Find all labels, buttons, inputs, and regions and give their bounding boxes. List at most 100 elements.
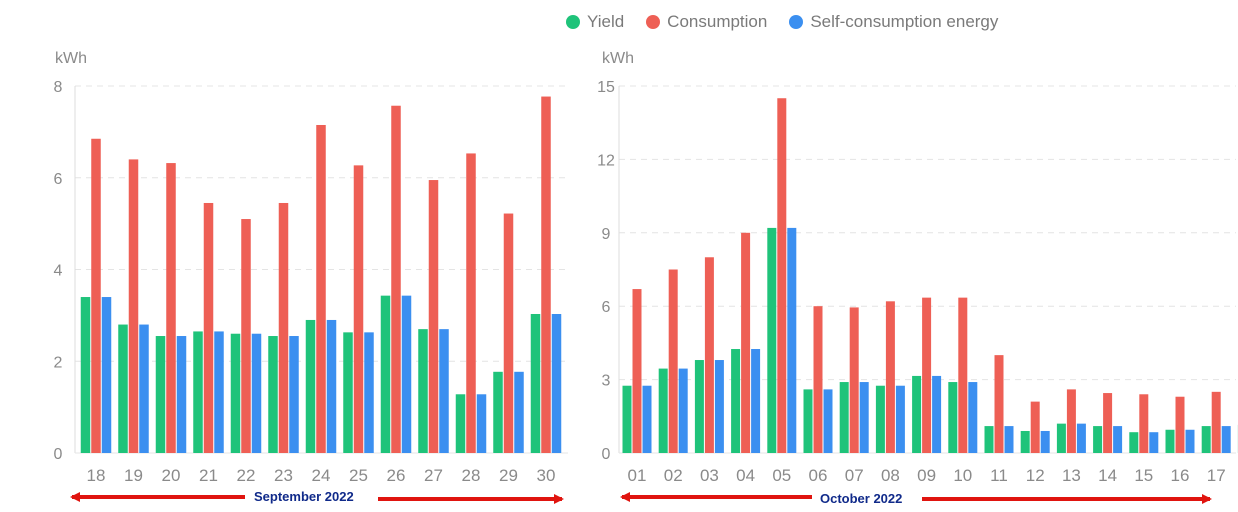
legend-item-consumption[interactable]: Consumption — [646, 12, 767, 32]
sep-bar-yield-23[interactable] — [268, 336, 278, 453]
x-tick-label: 10 — [953, 466, 972, 485]
oct-bar-self-consumption-08[interactable] — [895, 385, 905, 453]
oct-bar-yield-11[interactable] — [984, 426, 994, 453]
oct-bar-consumption-01[interactable] — [632, 289, 642, 453]
oct-bar-yield-14[interactable] — [1093, 426, 1103, 453]
oct-bar-self-consumption-11[interactable] — [1004, 426, 1014, 453]
sep-bar-self-consumption-24[interactable] — [326, 319, 337, 453]
sep-bar-self-consumption-18[interactable] — [101, 297, 112, 453]
sep-bar-consumption-27[interactable] — [428, 180, 439, 453]
oct-bar-self-consumption-02[interactable] — [678, 368, 688, 453]
sep-bar-consumption-26[interactable] — [391, 105, 401, 453]
sep-bar-self-consumption-30[interactable] — [551, 313, 562, 453]
oct-bar-consumption-08[interactable] — [885, 301, 895, 453]
oct-bar-consumption-03[interactable] — [704, 257, 714, 453]
sep-bar-self-consumption-19[interactable] — [139, 324, 149, 453]
x-tick-label: 23 — [274, 466, 293, 485]
y-tick-label: 6 — [602, 299, 611, 316]
sep-bar-yield-30[interactable] — [530, 313, 541, 453]
oct-bar-self-consumption-03[interactable] — [714, 360, 724, 453]
oct-bar-consumption-05[interactable] — [777, 98, 787, 453]
oct-bar-consumption-09[interactable] — [922, 297, 932, 453]
oct-bar-yield-15[interactable] — [1129, 432, 1139, 453]
oct-bar-self-consumption-05[interactable] — [787, 227, 797, 453]
sep-bar-consumption-20[interactable] — [166, 163, 176, 453]
y-tick-label: 4 — [54, 263, 63, 280]
oct-bar-self-consumption-17[interactable] — [1221, 426, 1231, 453]
sep-bar-self-consumption-29[interactable] — [514, 371, 524, 453]
oct-bar-yield-10[interactable] — [948, 382, 958, 453]
oct-bar-consumption-06[interactable] — [813, 306, 823, 453]
oct-bar-consumption-15[interactable] — [1139, 394, 1149, 453]
oct-bar-yield-05[interactable] — [767, 227, 777, 453]
oct-bar-yield-13[interactable] — [1056, 423, 1066, 453]
sep-bar-yield-28[interactable] — [455, 394, 466, 453]
sep-bar-self-consumption-20[interactable] — [176, 336, 187, 453]
sep-bar-self-consumption-26[interactable] — [401, 295, 412, 453]
oct-bar-self-consumption-06[interactable] — [823, 389, 833, 453]
oct-bar-self-consumption-09[interactable] — [932, 375, 942, 453]
sep-bar-self-consumption-27[interactable] — [439, 329, 449, 453]
sep-bar-yield-19[interactable] — [118, 324, 128, 453]
sep-bar-consumption-22[interactable] — [241, 219, 251, 453]
sep-bar-self-consumption-28[interactable] — [476, 394, 487, 453]
oct-bar-yield-08[interactable] — [875, 385, 885, 453]
oct-bar-yield-16[interactable] — [1165, 429, 1175, 453]
oct-bar-self-consumption-15[interactable] — [1149, 432, 1159, 453]
sep-bar-consumption-19[interactable] — [128, 159, 139, 453]
oct-bar-yield-17[interactable] — [1201, 426, 1211, 453]
oct-bar-consumption-10[interactable] — [958, 297, 968, 453]
sep-bar-consumption-30[interactable] — [541, 96, 551, 454]
sep-bar-consumption-28[interactable] — [466, 153, 476, 453]
oct-bar-self-consumption-12[interactable] — [1040, 430, 1050, 453]
oct-bar-consumption-17[interactable] — [1211, 391, 1221, 453]
oct-bar-yield-12[interactable] — [1020, 430, 1030, 453]
oct-bar-self-consumption-07[interactable] — [859, 382, 869, 453]
oct-bar-consumption-13[interactable] — [1066, 389, 1076, 453]
oct-bar-self-consumption-10[interactable] — [968, 382, 978, 453]
x-tick-label: 16 — [1171, 466, 1190, 485]
oct-bar-consumption-14[interactable] — [1103, 393, 1113, 453]
oct-bar-yield-07[interactable] — [839, 382, 849, 453]
sep-bar-yield-27[interactable] — [418, 329, 428, 453]
sep-bar-yield-26[interactable] — [380, 295, 391, 453]
legend-item-self-consumption[interactable]: Self-consumption energy — [789, 12, 998, 32]
sep-bar-yield-29[interactable] — [493, 371, 503, 453]
oct-bar-consumption-07[interactable] — [849, 307, 859, 453]
oct-bar-yield-03[interactable] — [694, 360, 704, 453]
sep-bar-yield-25[interactable] — [343, 332, 353, 453]
sep-bar-consumption-18[interactable] — [91, 138, 101, 453]
sep-bar-self-consumption-25[interactable] — [364, 332, 374, 453]
sep-bar-self-consumption-21[interactable] — [214, 331, 224, 453]
oct-bar-yield-04[interactable] — [731, 349, 741, 453]
oct-bar-consumption-04[interactable] — [741, 232, 751, 453]
oct-bar-self-consumption-04[interactable] — [751, 349, 761, 453]
sep-bar-yield-24[interactable] — [305, 319, 316, 453]
sep-bar-yield-21[interactable] — [193, 331, 203, 453]
oct-bar-consumption-11[interactable] — [994, 355, 1004, 453]
legend-item-yield[interactable]: Yield — [566, 12, 624, 32]
oct-bar-yield-01[interactable] — [622, 385, 632, 453]
oct-bar-consumption-12[interactable] — [1030, 401, 1040, 453]
sep-bar-yield-20[interactable] — [155, 336, 166, 453]
oct-bar-consumption-16[interactable] — [1175, 396, 1185, 453]
sep-bar-consumption-29[interactable] — [503, 213, 514, 453]
sep-bar-consumption-24[interactable] — [316, 124, 326, 454]
sep-bar-consumption-25[interactable] — [353, 165, 364, 453]
oct-bar-self-consumption-01[interactable] — [642, 385, 652, 453]
oct-bar-self-consumption-13[interactable] — [1076, 423, 1086, 453]
oct-bar-consumption-02[interactable] — [668, 269, 678, 454]
sep-bar-self-consumption-22[interactable] — [251, 333, 262, 453]
sep-bar-yield-18[interactable] — [80, 297, 91, 453]
sep-bar-consumption-21[interactable] — [203, 202, 214, 453]
oct-bar-yield-06[interactable] — [803, 389, 813, 453]
oct-bar-self-consumption-14[interactable] — [1113, 426, 1123, 453]
sep-bar-self-consumption-23[interactable] — [289, 336, 299, 453]
oct-bar-self-consumption-16[interactable] — [1185, 429, 1195, 453]
oct-bar-yield-02[interactable] — [658, 368, 668, 453]
oct-bar-yield-09[interactable] — [912, 375, 922, 453]
sep-bar-yield-22[interactable] — [230, 333, 241, 453]
sep-bar-consumption-23[interactable] — [278, 202, 289, 453]
